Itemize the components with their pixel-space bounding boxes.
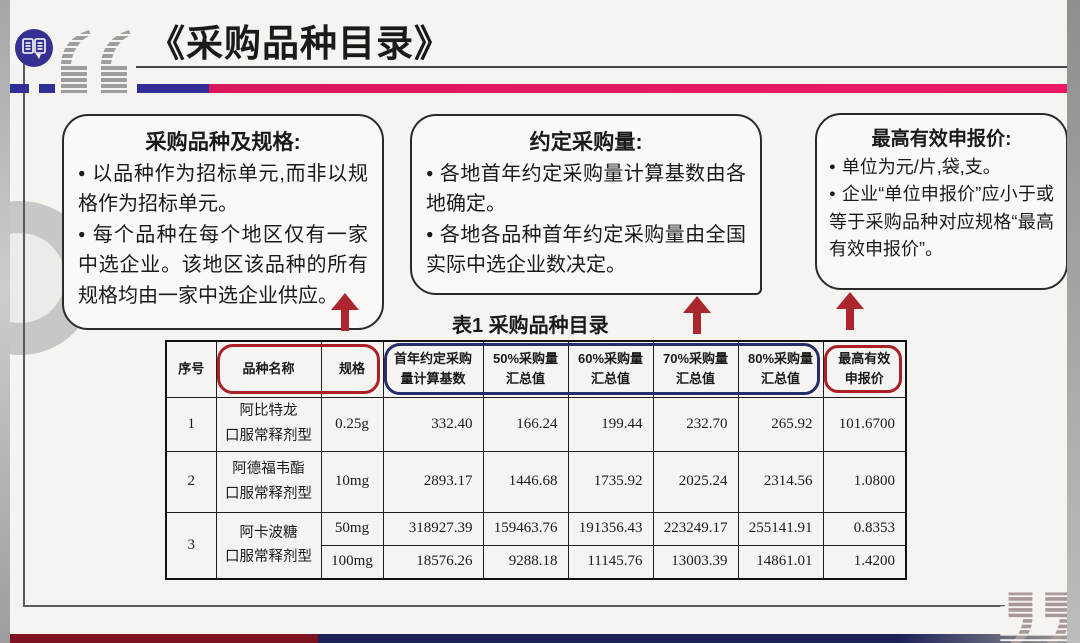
top-bar-pink-segment	[209, 84, 1068, 93]
table-row: 3 阿卡波糖 口服常释剂型 50mg 318927.39 159463.76 1…	[165, 511, 907, 580]
callout-title: 采购品种及规格:	[145, 131, 301, 154]
col-header-60: 60%采购量 汇总值	[567, 340, 654, 398]
cell-70: 232.70	[652, 396, 739, 452]
col-header-max-price: 最高有效 申报价	[822, 340, 907, 398]
cell-60: 11145.76	[567, 544, 654, 580]
cell-70: 13003.39	[652, 544, 739, 580]
col-header-index: 序号	[165, 340, 217, 398]
cell-70: 2025.24	[652, 450, 739, 513]
cell-50: 1446.68	[482, 450, 569, 513]
top-bar-blue-segment	[0, 84, 29, 93]
callout-max-valid-price: 最高有效申报价: 单位为元/片,袋,支。 企业“单位申报价”应小于或等于采购品种…	[815, 113, 1068, 290]
callout-procurement-specs: 采购品种及规格: 以品种作为招标单元,而非以规格作为招标单元。 每个品种在每个地…	[62, 114, 384, 330]
callout-bullet: 各地首年约定采购量计算基数由各地确定。	[426, 159, 746, 220]
table-row: 100mg 18576.26 9288.18 11145.76 13003.39…	[166, 544, 907, 580]
top-bar-blue-segment-2	[137, 84, 209, 93]
col-header-name: 品种名称	[215, 340, 322, 398]
callout-bullet: 每个品种在每个地区仅有一家中选企业。该地区该品种的所有规格均由一家中选企业供应。	[78, 220, 368, 311]
right-edge-strip	[1067, 0, 1080, 643]
quote-close-icon	[1000, 587, 1074, 643]
table-row: 2 阿德福韦酯 口服常释剂型 10mg 2893.17 1446.68 1735…	[165, 450, 907, 513]
up-arrow-icon	[835, 292, 865, 332]
callout-agreed-volume: 约定采购量: 各地首年约定采购量计算基数由各地确定。 各地各品种首年约定采购量由…	[410, 114, 762, 295]
cell-base: 2893.17	[382, 450, 484, 513]
cell-max-price: 101.6700	[822, 396, 907, 452]
cell-max-price: 1.4200	[822, 544, 907, 580]
col-header-base: 首年约定采购 量计算基数	[382, 340, 484, 398]
cell-80: 265.92	[737, 396, 824, 452]
col-header-spec: 规格	[320, 340, 384, 398]
title-underline	[136, 66, 1068, 68]
cell-name: 阿卡波糖 口服常释剂型	[215, 511, 322, 580]
cell-spec: 0.25g	[320, 396, 384, 452]
cell-max-price: 1.0800	[822, 450, 907, 513]
footer-bar-navy	[318, 634, 1080, 643]
up-arrow-icon	[682, 296, 712, 336]
cell-60: 191356.43	[567, 511, 654, 546]
cell-index: 3	[165, 511, 217, 580]
cell-80: 255141.91	[737, 511, 824, 546]
cell-50: 9288.18	[482, 544, 569, 580]
col-header-50: 50%采购量 汇总值	[482, 340, 569, 398]
cell-80: 2314.56	[737, 450, 824, 513]
cell-60: 1735.92	[567, 450, 654, 513]
procurement-table: 序号 品种名称 规格 首年约定采购 量计算基数 50%采购量 汇总值 60%采购…	[165, 340, 907, 594]
cell-spec: 10mg	[320, 450, 384, 513]
cell-index: 1	[165, 396, 217, 452]
cell-50: 159463.76	[482, 511, 569, 546]
callout-bullet: 各地各品种首年约定采购量由全国实际中选企业数决定。	[426, 220, 746, 281]
cell-spec: 50mg	[320, 511, 384, 546]
table-header-row: 序号 品种名称 规格 首年约定采购 量计算基数 50%采购量 汇总值 60%采购…	[165, 340, 907, 398]
book-icon	[14, 28, 54, 68]
cell-max-price: 0.8353	[822, 511, 907, 546]
table-caption: 表1 采购品种目录	[452, 315, 609, 337]
cell-60: 199.44	[567, 396, 654, 452]
quote-open-icon	[56, 27, 136, 104]
left-edge-strip	[0, 0, 10, 643]
up-arrow-icon	[330, 293, 360, 333]
cell-80: 14861.01	[737, 544, 824, 580]
callout-bullet: 以品种作为招标单元,而非以规格作为招标单元。	[78, 159, 368, 220]
cell-spec: 100mg	[320, 544, 384, 580]
footer-bar-red	[0, 634, 318, 643]
cell-base: 318927.39	[382, 511, 484, 546]
frame-line-vertical	[23, 46, 25, 607]
cell-name: 阿比特龙 口服常释剂型	[215, 396, 322, 452]
col-header-80: 80%采购量 汇总值	[737, 340, 824, 398]
top-bar-blue-dash	[39, 84, 55, 93]
callout-bullet: 企业“单位申报价”应小于或等于采购品种对应规格“最高有效申报价”。	[829, 181, 1054, 263]
callout-title: 最高有效申报价:	[871, 129, 1012, 150]
cell-50: 166.24	[482, 396, 569, 452]
cell-base: 332.40	[382, 396, 484, 452]
cell-name: 阿德福韦酯 口服常释剂型	[215, 450, 322, 513]
page-title: 《采购品种目录》	[148, 23, 452, 64]
callout-title: 约定采购量:	[529, 131, 643, 154]
frame-line-bottom	[23, 605, 1005, 607]
cell-70: 223249.17	[652, 511, 739, 546]
col-header-70: 70%采购量 汇总值	[652, 340, 739, 398]
table-row: 1 阿比特龙 口服常释剂型 0.25g 332.40 166.24 199.44…	[165, 396, 907, 452]
cell-base: 18576.26	[382, 544, 484, 580]
cell-index: 2	[165, 450, 217, 513]
callout-bullet: 单位为元/片,袋,支。	[829, 154, 1054, 181]
